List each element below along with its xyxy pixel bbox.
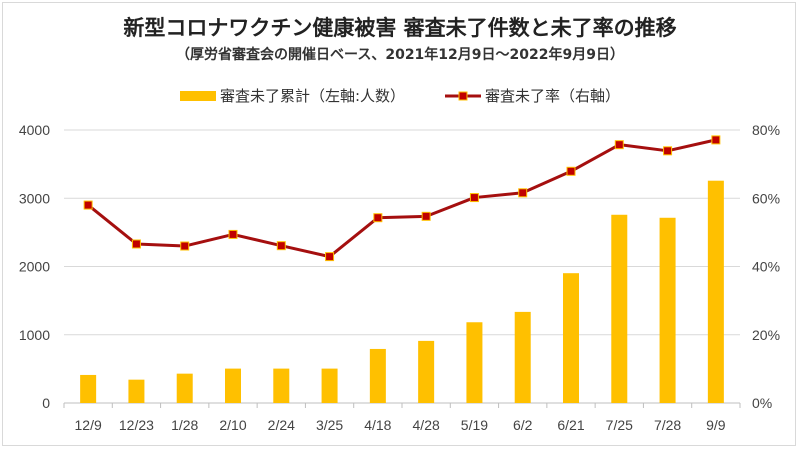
legend-item-bar: 審査未了累計（左軸:人数）: [179, 85, 406, 106]
bar: [514, 311, 531, 403]
bar: [273, 368, 290, 403]
chart-title: 新型コロナワクチン健康被害 審査未了件数と未了率の推移: [123, 16, 677, 40]
bar: [128, 379, 145, 403]
left-tick-label: 3000: [19, 190, 50, 206]
left-tick-label: 1000: [19, 327, 50, 343]
rate-marker: [711, 135, 721, 145]
bar: [176, 373, 193, 403]
bar: [611, 214, 628, 403]
right-tick-label: 80%: [752, 122, 780, 138]
legend-bar-swatch: [179, 90, 216, 101]
bar: [80, 374, 97, 403]
bar: [466, 322, 483, 403]
right-tick-label: 0%: [752, 395, 772, 411]
rate-marker: [566, 166, 576, 176]
x-tick-label: 6/2: [513, 417, 533, 433]
x-tick-label: 4/28: [413, 417, 440, 433]
legend-line-swatch: [445, 91, 482, 100]
x-tick-label: 2/24: [268, 417, 295, 433]
rate-marker: [131, 239, 141, 249]
chart-frame: [2, 2, 796, 446]
legend-line-label: 審査未了率（右軸）: [485, 87, 621, 105]
bar: [369, 348, 386, 403]
legend-item-line: 審査未了率（右軸）: [445, 85, 620, 106]
x-tick-label: 9/9: [706, 417, 726, 433]
left-tick-label: 2000: [19, 259, 50, 275]
x-tick-label: 2/10: [219, 417, 246, 433]
rate-line: [87, 138, 717, 259]
legend-bar-label: 審査未了累計（左軸:人数）: [219, 87, 406, 105]
x-tick-label: 12/23: [119, 417, 154, 433]
x-tick-label: 12/9: [75, 417, 102, 433]
bar: [659, 217, 676, 403]
bar: [321, 368, 338, 403]
rate-marker: [373, 213, 383, 223]
x-tick-label: 7/25: [606, 417, 633, 433]
legend: 審査未了累計（左軸:人数） 審査未了率（右軸）: [0, 85, 800, 106]
left-tick-label: 0: [42, 395, 50, 411]
x-tick-label: 3/25: [316, 417, 343, 433]
chart-subtitle: （厚労省審査会の開催日ベース、2021年12月9日～2022年9月9日）: [176, 47, 624, 63]
rate-marker: [325, 252, 335, 262]
bar: [418, 340, 435, 403]
bar: [225, 368, 241, 403]
bar: [563, 273, 579, 403]
x-tick-label: 4/18: [364, 417, 391, 433]
rate-marker: [469, 193, 479, 203]
rate-marker: [228, 229, 238, 239]
right-tick-label: 40%: [752, 259, 780, 275]
x-tick-label: 5/19: [461, 417, 488, 433]
rate-marker: [276, 241, 286, 251]
right-tick-label: 20%: [752, 327, 780, 343]
x-tick-label: 7/28: [654, 417, 681, 433]
rate-marker: [518, 188, 528, 198]
x-tick-label: 6/21: [557, 417, 584, 433]
rate-marker: [83, 200, 93, 210]
rate-marker: [180, 241, 190, 251]
rate-marker: [663, 146, 673, 156]
rate-marker: [614, 140, 624, 150]
left-tick-label: 4000: [19, 122, 50, 138]
x-tick-label: 1/28: [171, 417, 198, 433]
right-tick-label: 60%: [752, 190, 780, 206]
bar: [707, 180, 724, 403]
rate-marker: [421, 211, 431, 221]
